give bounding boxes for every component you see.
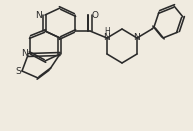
Text: N: N [134,32,140,42]
Text: N: N [104,34,110,42]
Text: N: N [21,48,28,58]
Text: O: O [92,10,99,20]
Text: N: N [35,10,42,20]
Text: S: S [15,67,21,75]
Text: H: H [104,26,110,36]
